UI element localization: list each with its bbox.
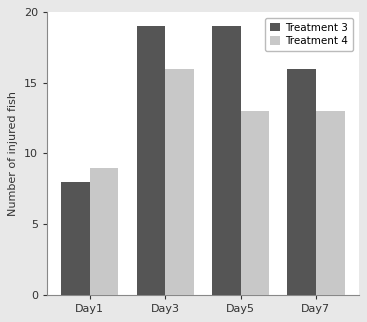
Bar (287, 69, 316, 295)
Legend: Treatment 3, Treatment 4: Treatment 3, Treatment 4 (265, 17, 353, 51)
Bar (90, 168, 119, 295)
Bar (61, 182, 90, 295)
Bar (165, 69, 194, 295)
Y-axis label: Number of injured fish: Number of injured fish (8, 91, 18, 216)
Bar (212, 26, 240, 295)
Bar (316, 111, 345, 295)
Bar (240, 111, 269, 295)
Bar (137, 26, 165, 295)
